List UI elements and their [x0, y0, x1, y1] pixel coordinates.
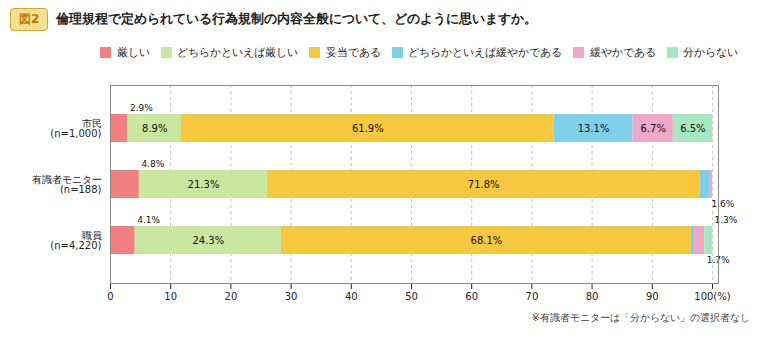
svg-text:70: 70: [526, 290, 539, 301]
html-text:厳しい: 厳しい: [116, 46, 150, 59]
html-text:緩やかである: 緩やかである: [589, 46, 656, 59]
svg-text:24.3%: 24.3%: [192, 234, 224, 245]
svg-text:80: 80: [586, 290, 599, 301]
svg-text:4.1%: 4.1%: [137, 215, 160, 225]
svg-text:有識者モニター(n=188): 有識者モニター(n=188): [32, 173, 102, 194]
svg-text:1.6%: 1.6%: [711, 199, 734, 209]
svg-text:8.9%: 8.9%: [142, 122, 167, 133]
html-text:妥当である: 妥当である: [325, 46, 381, 59]
html-text:どちらかといえば厳しい: どちらかといえば厳しい: [177, 46, 298, 59]
svg-text:21.3%: 21.3%: [188, 178, 220, 189]
svg-text:30: 30: [285, 290, 298, 301]
html-text:倫理規程で定められている行為規制の内容全般について、どのよう: 倫理規程で定められている行為規制の内容全般について、どのように思いますか。: [56, 11, 538, 26]
svg-text:50: 50: [405, 290, 418, 301]
svg-text:60: 60: [465, 290, 478, 301]
svg-text:71.8%: 71.8%: [468, 178, 500, 189]
html-text:分からない: 分からない: [683, 46, 738, 59]
svg-text:68.1%: 68.1%: [471, 234, 503, 245]
svg-text:市民(n=1,000): 市民(n=1,000): [50, 117, 101, 138]
svg-text:61.9%: 61.9%: [352, 122, 384, 133]
svg-text:2.9%: 2.9%: [130, 103, 153, 113]
svg-text:100(%): 100(%): [694, 290, 730, 301]
svg-text:職員(n=4,220): 職員(n=4,220): [50, 229, 101, 250]
svg-text:13.1%: 13.1%: [578, 122, 610, 133]
html-text:※有識者モニターは「分からない」の選択者なし: ※有識者モニターは「分からない」の選択者なし: [531, 311, 750, 323]
svg-text:10: 10: [164, 290, 177, 301]
svg-text:20: 20: [225, 290, 238, 301]
svg-text:1.3%: 1.3%: [714, 215, 737, 225]
html-text:図2: 図2: [19, 11, 40, 26]
svg-text:0: 0: [107, 290, 113, 301]
svg-text:90: 90: [646, 290, 659, 301]
svg-text:6.7%: 6.7%: [640, 122, 665, 133]
svg-text:4.8%: 4.8%: [141, 159, 164, 169]
svg-text:40: 40: [345, 290, 358, 301]
svg-text:6.5%: 6.5%: [680, 122, 705, 133]
svg-text:1.7%: 1.7%: [706, 254, 730, 265]
html-text:どちらかといえば緩やかである: どちらかといえば緩やかである: [408, 46, 562, 59]
